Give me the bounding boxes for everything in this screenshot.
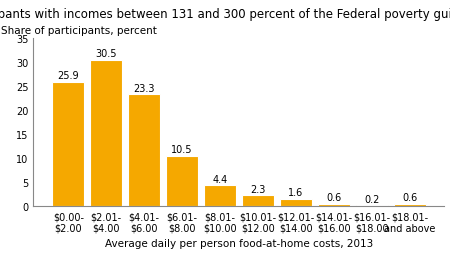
Text: 0.2: 0.2: [364, 194, 379, 204]
Bar: [128, 95, 160, 207]
Bar: [318, 204, 350, 207]
Bar: [204, 185, 236, 207]
Bar: [356, 206, 388, 207]
Text: 2.3: 2.3: [250, 184, 266, 194]
Bar: [280, 199, 312, 207]
Text: 25.9: 25.9: [58, 71, 79, 81]
Text: Share of participants, percent: Share of participants, percent: [0, 26, 157, 36]
Bar: [166, 156, 198, 207]
Text: Participants with incomes between 131 and 300 percent of the Federal poverty gui: Participants with incomes between 131 an…: [0, 8, 450, 21]
Text: 30.5: 30.5: [95, 49, 117, 59]
Bar: [90, 60, 122, 207]
Text: 1.6: 1.6: [288, 187, 303, 198]
Bar: [242, 196, 274, 207]
Text: 0.6: 0.6: [402, 192, 417, 202]
Text: 10.5: 10.5: [171, 145, 193, 155]
Bar: [393, 204, 426, 207]
Bar: [52, 83, 85, 207]
Text: 4.4: 4.4: [212, 174, 228, 184]
Text: 0.6: 0.6: [326, 192, 342, 202]
Text: 23.3: 23.3: [133, 84, 155, 93]
X-axis label: Average daily per person food-at-home costs, 2013: Average daily per person food-at-home co…: [105, 239, 373, 248]
